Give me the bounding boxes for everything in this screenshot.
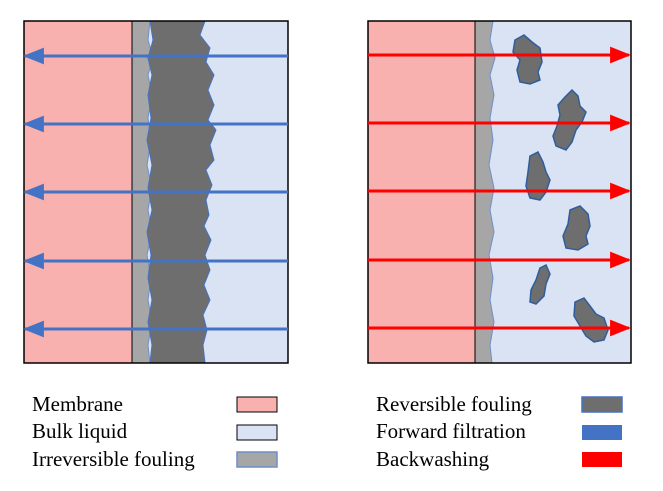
reversible-fouling-clumps xyxy=(512,34,609,343)
reversible-fouling-clump xyxy=(562,205,591,251)
legend-left: Membrane Bulk liquid Irreversible foulin… xyxy=(32,392,278,471)
legend-label-membrane: Membrane xyxy=(32,392,123,416)
backwashing-panel xyxy=(367,20,632,364)
legend-swatch-reversible-fouling xyxy=(581,396,623,413)
reversible-fouling-clump xyxy=(573,297,609,343)
legend-swatch-forward-filtration xyxy=(582,425,622,440)
legend-label-bulk-liquid: Bulk liquid xyxy=(32,419,128,443)
legend-right: Reversible fouling Forward filtration Ba… xyxy=(376,392,623,471)
forward-filtration-arrows xyxy=(22,47,288,338)
legend-swatch-irreversible-fouling xyxy=(236,451,278,468)
backwashing-arrows xyxy=(368,46,632,337)
legend-label-irreversible-fouling: Irreversible fouling xyxy=(32,447,195,471)
forward-filtration-panel xyxy=(22,20,289,364)
reversible-fouling-clump xyxy=(512,34,543,85)
reversible-fouling-clump xyxy=(552,88,587,151)
legend-swatch-bulk-liquid xyxy=(236,424,278,441)
legend: Membrane Bulk liquid Irreversible foulin… xyxy=(32,392,623,471)
legend-label-forward-filtration: Forward filtration xyxy=(376,419,526,443)
legend-swatch-backwashing xyxy=(582,452,622,467)
legend-label-backwashing: Backwashing xyxy=(376,447,490,471)
reversible-fouling-clump xyxy=(529,263,551,305)
legend-label-reversible-fouling: Reversible fouling xyxy=(376,392,532,416)
legend-swatch-membrane xyxy=(236,396,278,413)
